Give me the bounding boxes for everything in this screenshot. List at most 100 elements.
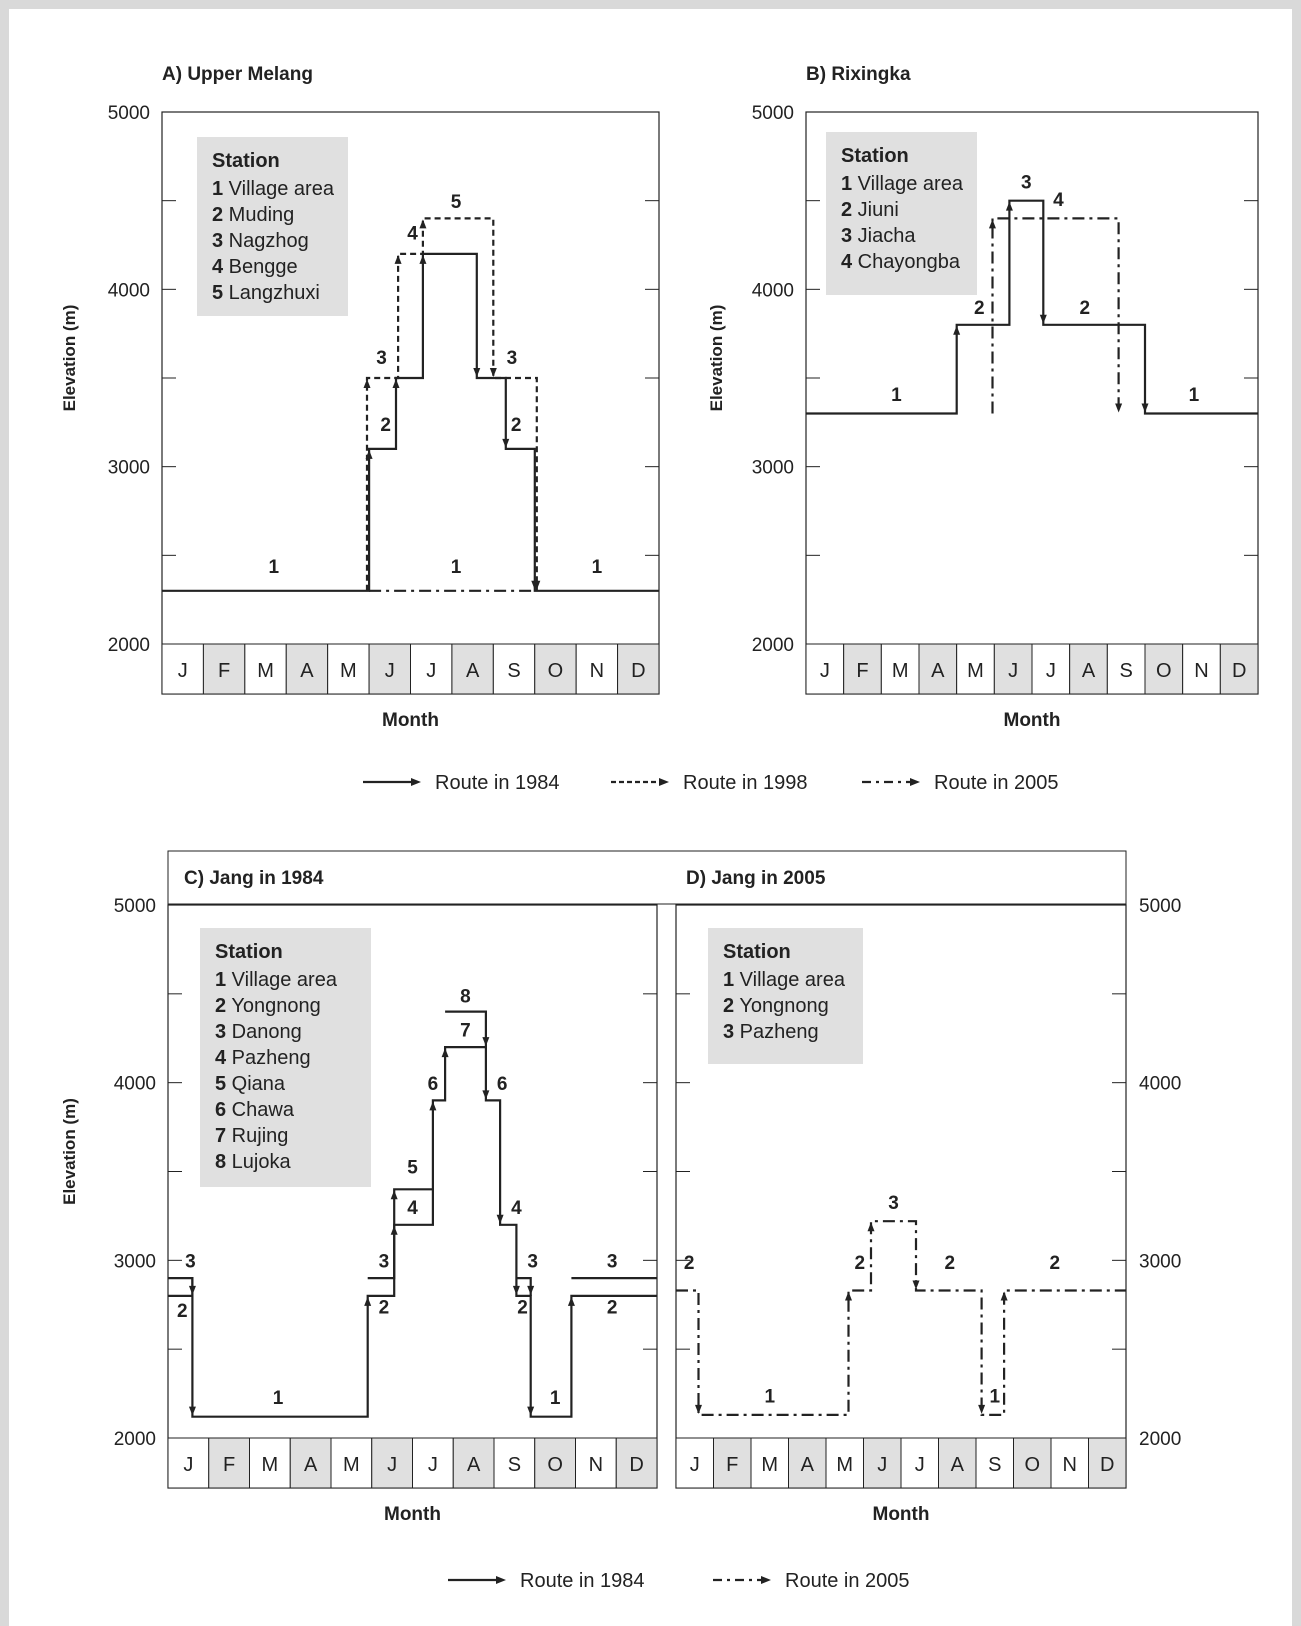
panel-b-month-cell-10 (1144, 643, 1184, 695)
panel-d-route-label-4: 3 (888, 1193, 899, 1214)
panel-b-station-box (826, 132, 977, 295)
legend-bottom-1984-label: Route in 1984 (520, 1570, 645, 1592)
panel-c-station-item-2: 2 Yongnong (215, 995, 321, 1017)
panel-b-station-item-3: 3 Jiacha (841, 225, 916, 247)
panel-c-series-solid-4 (445, 1010, 487, 1048)
panel-d-month-cell-4 (788, 1437, 827, 1489)
panel-b-month-label-7: J (1046, 660, 1056, 682)
panel-a-route-label-1: 1 (269, 557, 280, 578)
panel-d-route-label-5: 2 (944, 1253, 955, 1274)
panel-c-month-label-2: F (223, 1454, 235, 1476)
panel-d-month-label-3: M (761, 1454, 778, 1476)
panel-c-route-arrow (441, 1048, 449, 1058)
panel-c-month-cell-6 (371, 1437, 413, 1489)
legend-bottom-2005-label: Route in 2005 (785, 1570, 910, 1592)
panel-b-route-label-1: 1 (891, 385, 902, 406)
panel-b-month-label-10: O (1156, 660, 1172, 682)
panel-d-station-item-3: 3 Pazheng (723, 1021, 819, 1043)
panel-d-ytick-4000: 4000 (1139, 1074, 1181, 1095)
panel-d-month-label-4: A (801, 1454, 815, 1476)
panel-a-month-cell-3 (244, 643, 287, 695)
panel-d-station-box (708, 928, 863, 1064)
panel-c-route-arrow (527, 1406, 535, 1416)
panel-c-route-label-12: 4 (511, 1198, 522, 1219)
panel-b-month-cell-5 (956, 643, 995, 695)
panel-b-month-label-11: N (1194, 660, 1208, 682)
panel-d-route-arrow (695, 1404, 702, 1414)
panel-d-route-label-7: 2 (1049, 1253, 1060, 1274)
panel-d-month-cell-5 (825, 1437, 864, 1489)
panel-c-month-label-6: J (387, 1454, 397, 1476)
panel-c-title: C) Jang in 1984 (184, 868, 324, 889)
panel-c-month-label-3: M (262, 1454, 279, 1476)
panel-a-ytick-2000: 2000 (108, 635, 150, 656)
panel-a-station-item-3: 3 Nagzhog (212, 230, 309, 252)
panel-d-month-label-8: A (951, 1454, 965, 1476)
panel-a-month-cell-2 (202, 643, 246, 695)
panel-d-ytick-5000: 5000 (1139, 896, 1181, 917)
panel-a-month-label-1: J (178, 660, 188, 682)
panel-c-month-cell-12 (615, 1437, 658, 1489)
panel-c-xlabel: Month (384, 1504, 441, 1525)
panel-d-station-header: Station (723, 941, 791, 963)
panel-d-month-cell-11 (1050, 1437, 1089, 1489)
panel-d-month-label-11: N (1063, 1454, 1077, 1476)
panel-a-month-label-2: F (218, 660, 230, 682)
panel-a-route-arrow (419, 219, 427, 229)
legend-bottom-1984-arrow (496, 1576, 506, 1584)
panel-c-route-label-7: 5 (407, 1157, 418, 1178)
panel-d-month-label-6: J (877, 1454, 887, 1476)
panel-d-series-dashdot-1 (676, 1220, 1126, 1417)
panel-d-month-label-7: J (915, 1454, 925, 1476)
panel-d-month-cell-7 (900, 1437, 939, 1489)
panel-d-month-label-12: D (1100, 1454, 1114, 1476)
panel-a-month-cell-10 (534, 643, 577, 695)
panel-c-station-item-8: 8 Lujoka (215, 1151, 291, 1173)
panel-b-ylabel: Elevation (m) (707, 305, 726, 412)
panel-a-station-item-1: 1 Village area (212, 178, 335, 200)
panel-c-route-label-5: 3 (379, 1251, 390, 1272)
panel-c-route-label-8: 6 (428, 1074, 439, 1095)
panel-c-ytick-4000: 4000 (114, 1074, 156, 1095)
panel-b-month-cell-7 (1031, 643, 1071, 695)
panel-c-ytick-3000: 3000 (114, 1251, 156, 1272)
panel-c-month-cell-1 (167, 1437, 210, 1489)
panel-c-route-arrow (482, 1037, 490, 1047)
panel-c-month-cell-2 (208, 1437, 250, 1489)
panel-b-route-label-2: 2 (974, 298, 985, 319)
panel-b-ytick-4000: 4000 (752, 280, 794, 301)
panel-b-month-label-2: F (856, 660, 868, 682)
panel-c-route-arrow (527, 1285, 535, 1295)
panel-c-month-cell-9 (493, 1437, 536, 1489)
panel-c-month-label-12: D (629, 1454, 643, 1476)
panel-c-route-label-3: 1 (273, 1388, 284, 1409)
panel-a-ytick-3000: 3000 (108, 458, 150, 479)
panel-c-route-arrow (496, 1214, 504, 1224)
panel-b-month-label-12: D (1232, 660, 1246, 682)
panel-a-month-cell-8 (451, 643, 494, 695)
panel-b-ytick-5000: 5000 (752, 103, 794, 124)
panel-d-month-cell-6 (863, 1437, 902, 1489)
panel-b-month-label-4: A (931, 660, 945, 682)
panel-a-series-dashed-2 (365, 217, 538, 591)
panel-a-route-label-9: 2 (511, 415, 522, 436)
panel-a-route-arrow (419, 254, 427, 264)
panel-c-station-item-5: 5 Qiana (215, 1073, 286, 1095)
panel-b-month-label-1: J (820, 660, 830, 682)
panel-a-series-solid-1 (162, 252, 659, 592)
panel-d-month-label-9: S (988, 1454, 1001, 1476)
panel-a-month-cell-12 (617, 643, 660, 695)
legend-top-1984-label: Route in 1984 (435, 772, 560, 794)
panel-c-route-arrow (482, 1090, 490, 1100)
panel-b-month-label-6: J (1008, 660, 1018, 682)
panel-a-route-arrow (363, 379, 371, 388)
panel-c-route-arrow (429, 1101, 437, 1111)
panel-b-station-item-1: 1 Village area (841, 173, 964, 195)
panel-b-month-cell-12 (1219, 643, 1259, 695)
panel-a-route-arrow (392, 379, 400, 388)
panel-a-month-cell-9 (492, 643, 536, 695)
panel-d-month-label-5: M (836, 1454, 853, 1476)
panel-b-station-item-2: 2 Jiuni (841, 199, 899, 221)
panel-c-month-cell-7 (412, 1437, 454, 1489)
